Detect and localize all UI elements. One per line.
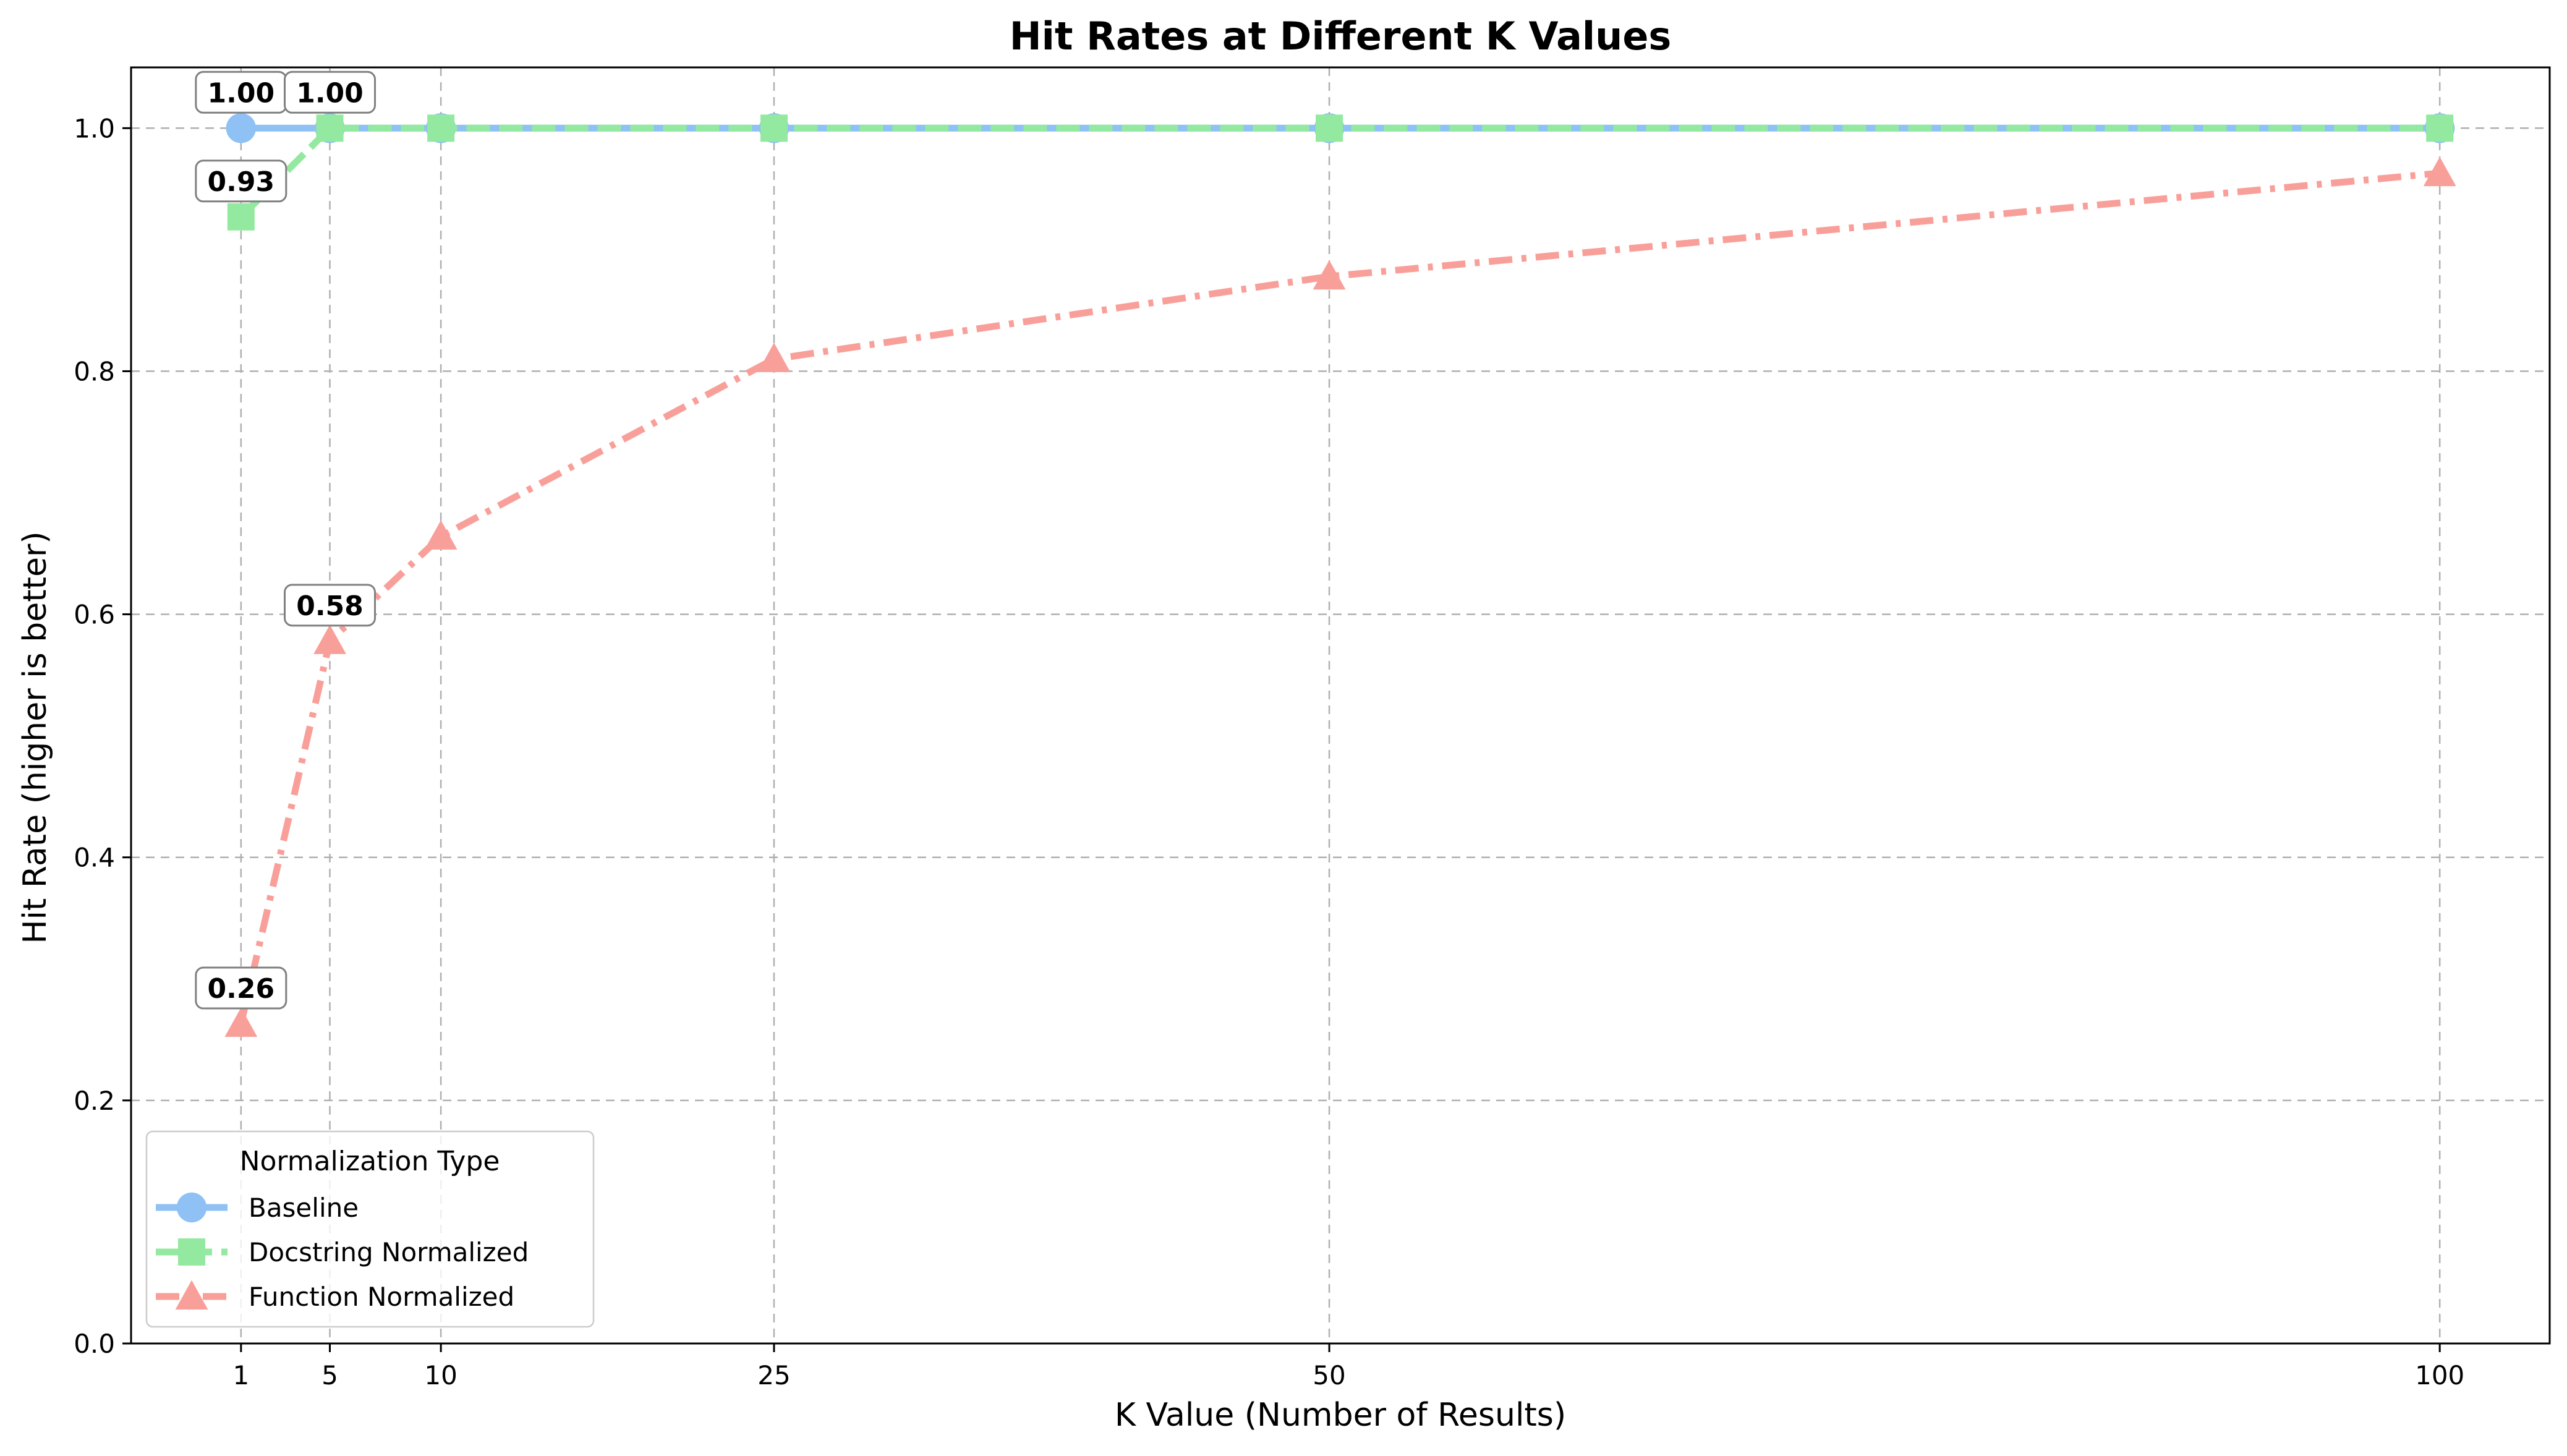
y-axis-label: Hit Rate (higher is better) <box>17 531 54 943</box>
x-tick-label: 5 <box>321 1360 338 1390</box>
x-tick-label: 100 <box>2415 1360 2464 1390</box>
data-label-text: 0.93 <box>208 166 275 198</box>
data-point <box>427 114 455 142</box>
legend-label: Docstring Normalized <box>249 1237 529 1267</box>
data-label-text: 0.58 <box>296 590 364 622</box>
legend-swatch-marker <box>178 1238 205 1266</box>
legend: Normalization Type Baseline Docstring Nor… <box>145 1130 595 1328</box>
series-line <box>238 124 2440 219</box>
data-label: 1.00 <box>195 70 287 114</box>
data-point <box>316 114 344 142</box>
legend-swatch-marker <box>175 1280 208 1310</box>
legend-label: Function Normalized <box>249 1282 514 1312</box>
data-label-box <box>195 160 287 203</box>
legend-entries: Baseline Docstring Normalized Function Nor… <box>156 1192 529 1312</box>
data-point <box>760 114 788 142</box>
legend-entry: Docstring Normalized <box>156 1237 529 1267</box>
data-point <box>2423 156 2456 187</box>
data-label: 0.26 <box>195 966 287 1010</box>
y-tick-label: 0.6 <box>74 600 115 630</box>
series-1 <box>227 114 2454 231</box>
y-tick-label: 0.0 <box>74 1329 115 1359</box>
data-label: 0.58 <box>284 584 377 627</box>
data-label: 0.93 <box>195 160 287 203</box>
data-label-text: 1.00 <box>208 77 275 109</box>
data-point <box>757 343 791 372</box>
legend-entry: Baseline <box>156 1192 359 1223</box>
data-point <box>226 113 257 143</box>
data-label-box <box>284 584 377 627</box>
x-tick-label: 25 <box>757 1360 790 1390</box>
x-tick-label: 10 <box>424 1360 457 1390</box>
plot-frame <box>130 66 2551 1345</box>
data-point <box>2426 114 2454 142</box>
series-layer <box>224 113 2456 1037</box>
x-tick-label: 50 <box>1313 1360 1345 1390</box>
data-label-text: 1.00 <box>296 77 364 109</box>
legend-title: Normalization Type <box>240 1146 500 1177</box>
legend-entry: Function Normalized <box>156 1280 514 1312</box>
series-2 <box>224 156 2456 1037</box>
y-tick-label: 0.2 <box>74 1086 115 1116</box>
data-point <box>1316 114 1343 142</box>
x-axis-label: K Value (Number of Results) <box>1115 1397 1566 1434</box>
legend-label: Baseline <box>249 1193 359 1223</box>
data-label: 1.00 <box>284 70 377 114</box>
data-point <box>313 624 346 654</box>
data-label-text: 0.26 <box>208 973 275 1005</box>
tick-layer: 1 5 10 25 50 100 0.0 0.2 0.4 0.6 0.8 1.0 <box>74 113 2464 1390</box>
x-tick-label: 1 <box>232 1360 249 1390</box>
data-point <box>227 203 255 231</box>
data-point <box>224 1007 258 1037</box>
data-point <box>424 520 458 550</box>
y-tick-label: 1.0 <box>74 113 115 143</box>
legend-swatch-marker <box>176 1192 207 1223</box>
data-point <box>1313 260 1346 290</box>
legend-box <box>145 1130 595 1328</box>
y-tick-label: 0.8 <box>74 356 115 386</box>
data-label-box <box>195 966 287 1010</box>
annotation-layer: 1.00 0.93 1.00 0.26 0.58 <box>195 70 377 1010</box>
y-tick-label: 0.4 <box>74 843 115 873</box>
chart-title: Hit Rates at Different K Values <box>1010 14 1672 59</box>
data-label-box <box>284 70 377 114</box>
grid-layer <box>131 67 2550 1345</box>
